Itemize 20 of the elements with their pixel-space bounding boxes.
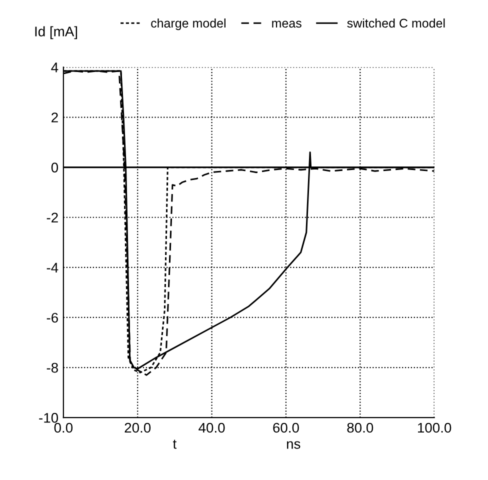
y-tick-label: -2 bbox=[46, 212, 58, 222]
y-tick-label: -6 bbox=[46, 312, 58, 323]
y-tick-label: 0 bbox=[51, 162, 58, 172]
y-axis-title: Id [mA] bbox=[35, 26, 78, 40]
y-tick-label: -10 bbox=[39, 412, 58, 423]
legend-label: switched C model bbox=[347, 18, 445, 28]
y-tick-label: 4 bbox=[51, 62, 58, 72]
x-tick-label: 100.0 bbox=[418, 422, 452, 433]
legend-label: charge model bbox=[151, 18, 226, 30]
text: ns bbox=[286, 441, 300, 449]
x-tick-label: 60.0 bbox=[273, 422, 299, 433]
x-tick-label: 0.0 bbox=[54, 422, 73, 433]
y-tick-label: -4 bbox=[46, 262, 58, 272]
x-tick-label: 20.0 bbox=[124, 422, 151, 433]
x-axis-title: t bbox=[172, 440, 177, 449]
x-tick-label: 40.0 bbox=[198, 422, 225, 433]
x-tick-label: 80.0 bbox=[347, 422, 374, 433]
y-tick-label: 2 bbox=[52, 112, 58, 122]
legend-label: meas bbox=[272, 20, 302, 28]
y-tick-label: -8 bbox=[46, 362, 58, 373]
